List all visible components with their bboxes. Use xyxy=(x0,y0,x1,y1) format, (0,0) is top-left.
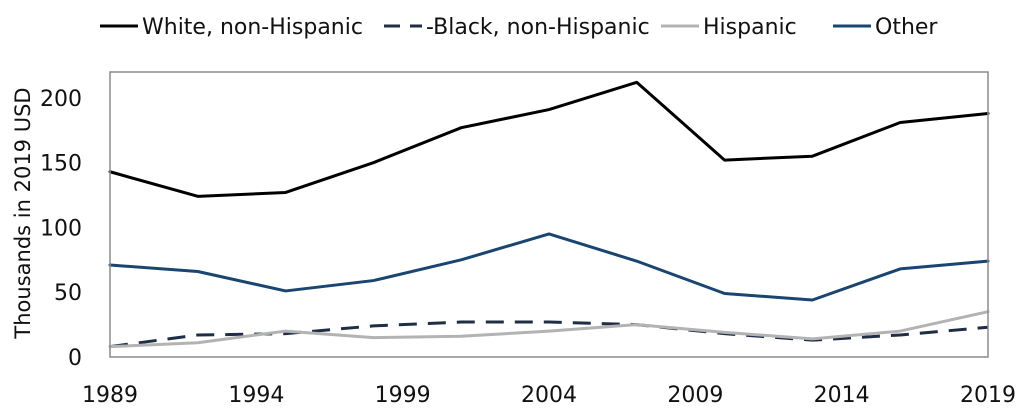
y-axis-ticks: 0 50 100 150 200 xyxy=(40,87,82,371)
legend-item-white-non-hispanic: White, non-Hispanic xyxy=(100,15,363,40)
y-tick-label: 0 xyxy=(68,346,82,371)
legend-item-other: Other xyxy=(833,15,938,40)
x-tick-label: 2004 xyxy=(521,383,577,408)
y-tick-label: 100 xyxy=(40,216,82,241)
y-tick-label: 200 xyxy=(40,87,82,112)
x-tick-label: 1989 xyxy=(82,383,138,408)
legend-label: Other xyxy=(875,15,938,40)
legend-label: White, non-Hispanic xyxy=(142,15,363,40)
y-tick-label: 50 xyxy=(54,281,82,306)
legend: White, non-Hispanic -Black, non-Hispanic H… xyxy=(100,15,938,40)
series-line-other xyxy=(108,232,990,302)
x-tick-label: 2009 xyxy=(667,383,723,408)
x-axis-ticks: 1989 1994 1999 2004 2009 2014 2019 xyxy=(82,383,1016,408)
legend-item-black-non-hispanic: -Black, non-Hispanic xyxy=(384,15,650,40)
legend-label: -Black, non-Hispanic xyxy=(426,15,650,40)
series-line-hispanic xyxy=(108,310,990,349)
y-axis-title: Thousands in 2019 USD xyxy=(11,87,35,339)
legend-label: Hispanic xyxy=(703,15,797,40)
series-line-white-non-hispanic xyxy=(108,80,990,198)
y-tick-label: 150 xyxy=(40,152,82,177)
plot-frame xyxy=(109,71,989,358)
x-tick-label: 2014 xyxy=(814,383,870,408)
x-tick-label: 1994 xyxy=(228,383,284,408)
x-tick-label: 1999 xyxy=(375,383,431,408)
legend-item-hispanic: Hispanic xyxy=(661,15,797,40)
series-lines xyxy=(108,80,990,349)
x-tick-label: 2019 xyxy=(960,383,1016,408)
